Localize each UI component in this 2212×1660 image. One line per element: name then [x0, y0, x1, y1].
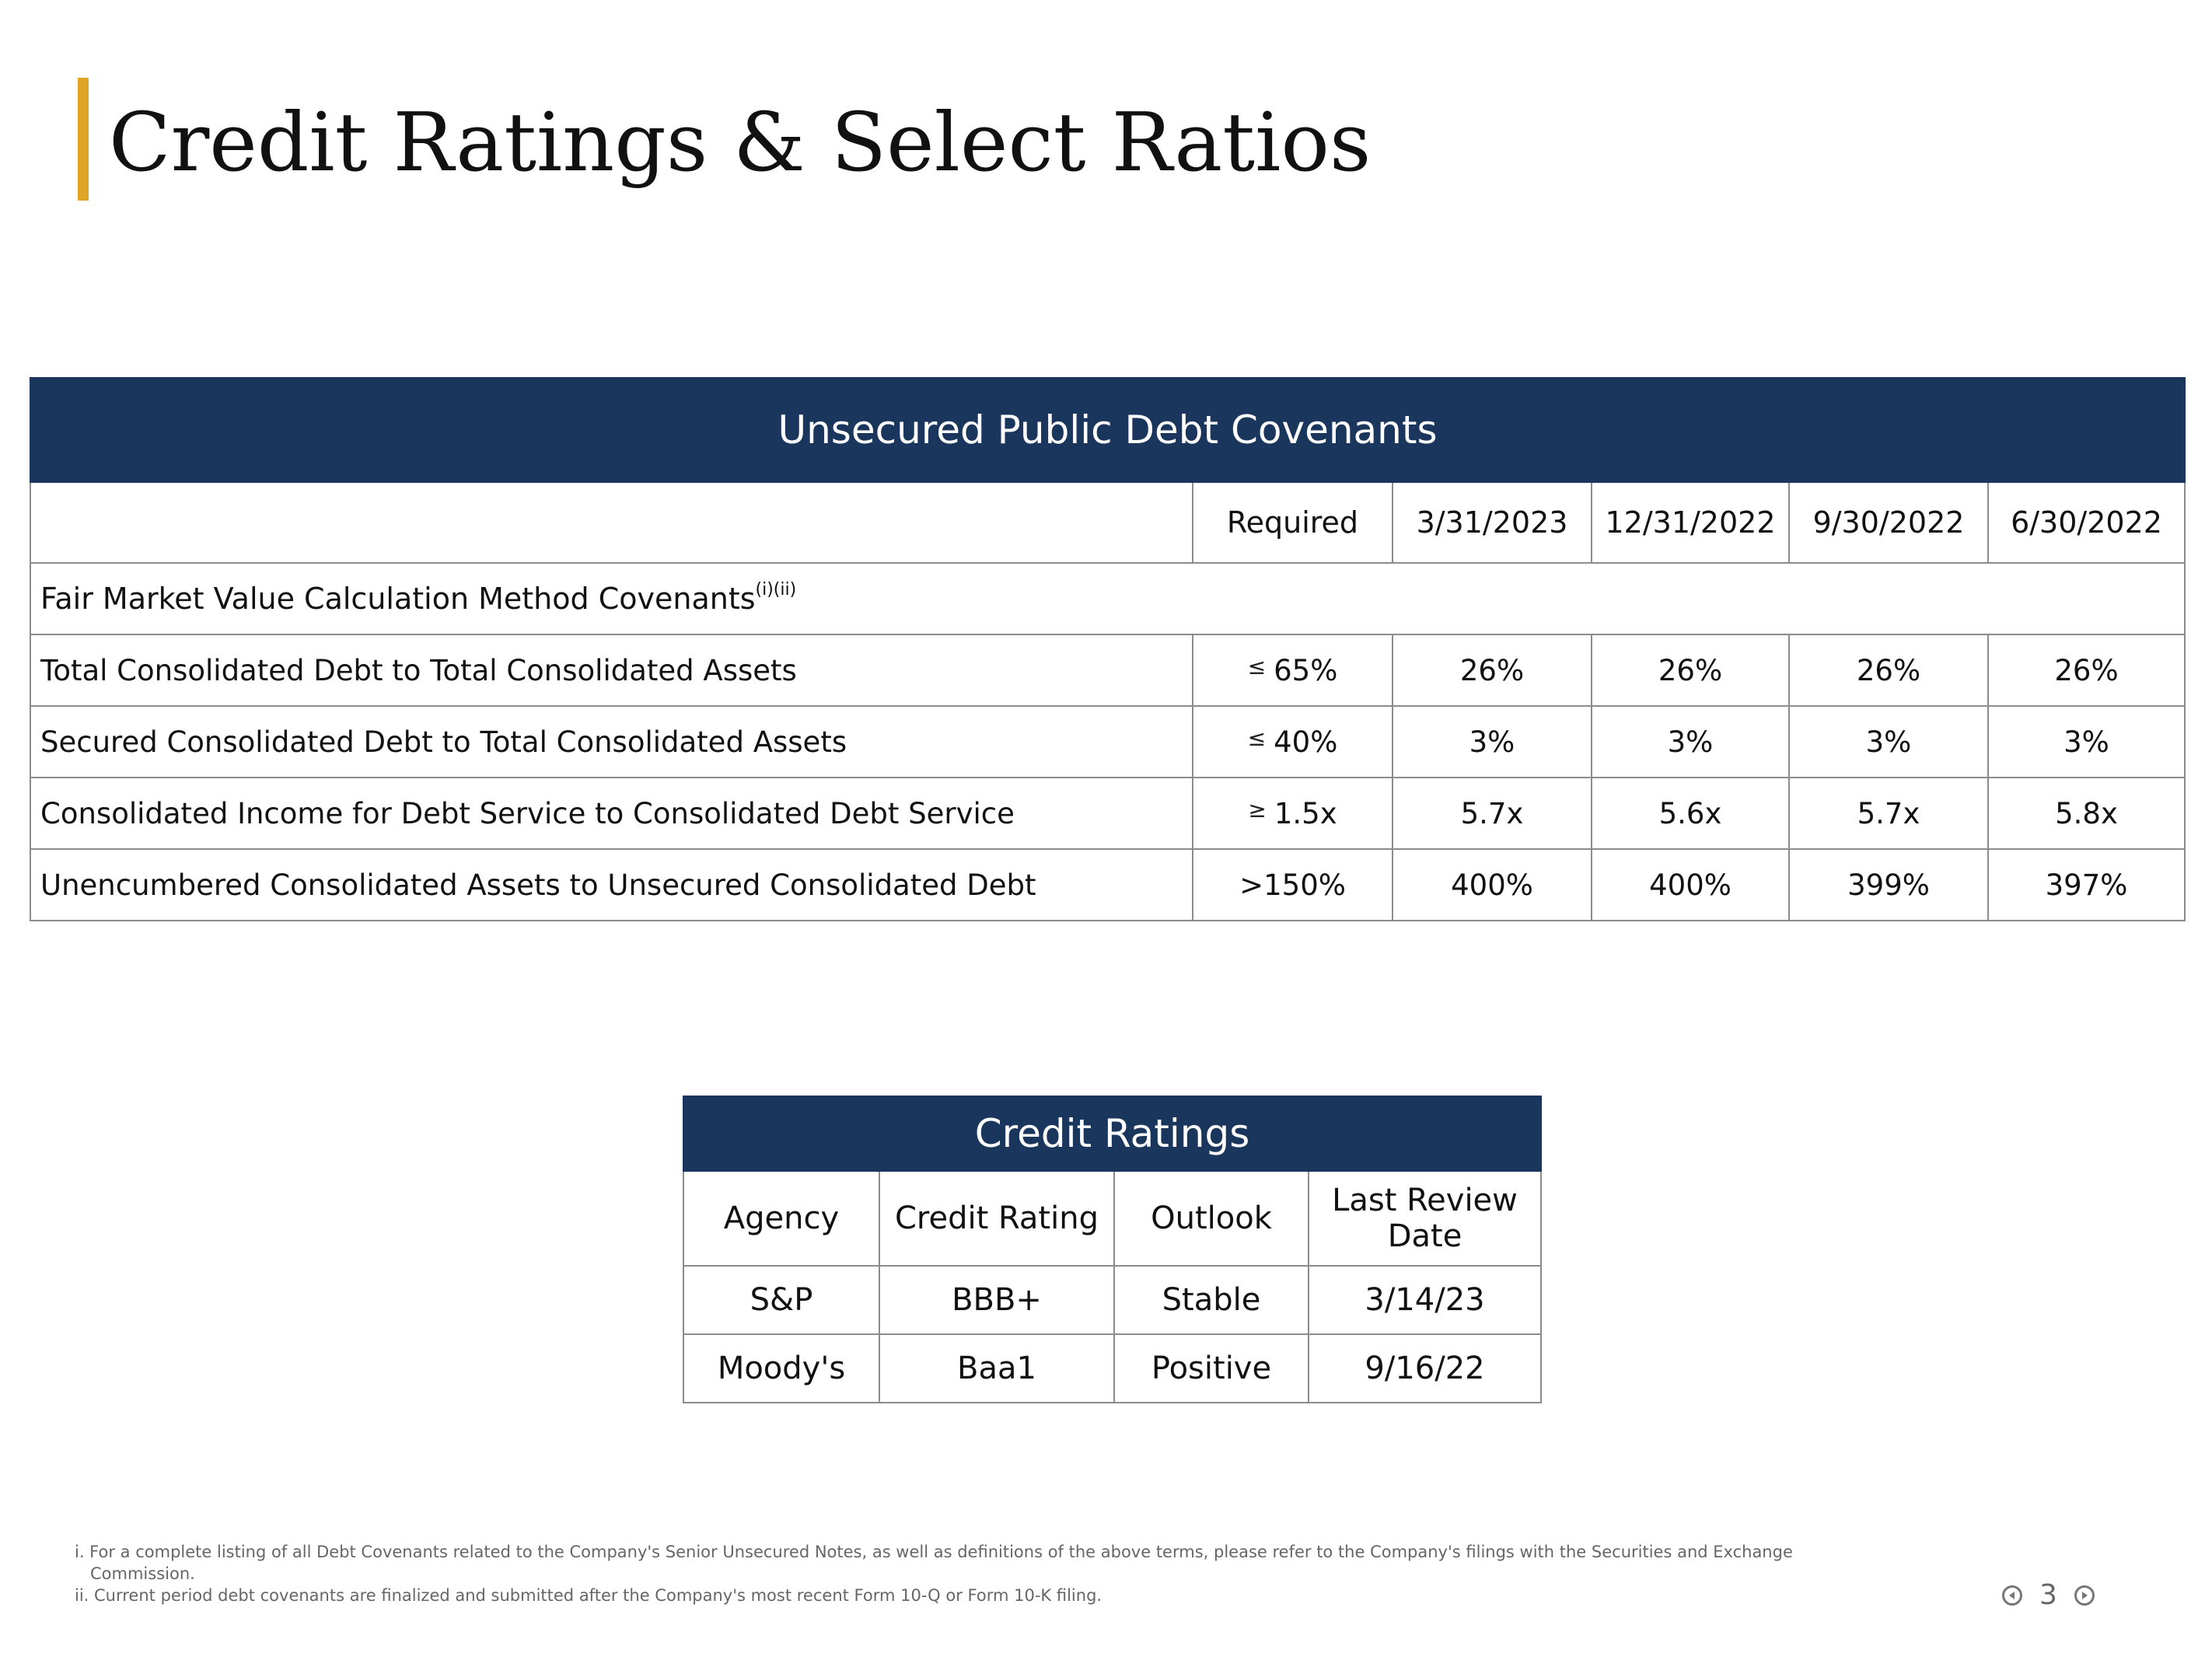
page-title: Credit Ratings & Select Ratios [109, 95, 1372, 190]
column-header: 9/30/2022 [1788, 481, 1989, 564]
page-navigation: 3 [2002, 1580, 2095, 1611]
rating-cell: BBB+ [879, 1265, 1115, 1335]
credit-ratings-banner: Credit Ratings [682, 1096, 1543, 1172]
credit-ratings-table: Credit Ratings Agency Credit Rating Outl… [682, 1096, 1543, 1403]
required-value: 65% [1274, 653, 1338, 687]
value-cell: 3% [1392, 705, 1592, 778]
value-cell: 26% [1788, 634, 1989, 707]
header-empty-cell [30, 481, 1193, 564]
section-footnote-ref: (i)(ii) [755, 580, 797, 599]
previous-page-icon[interactable] [2002, 1585, 2022, 1606]
debt-covenants-table: Unsecured Public Debt Covenants Required… [30, 377, 2186, 921]
value-cell: 400% [1392, 848, 1592, 921]
footnote-1: i. For a complete listing of all Debt Co… [75, 1543, 1793, 1561]
column-header: 3/31/2023 [1392, 481, 1592, 564]
row-label: Consolidated Income for Debt Service to … [30, 777, 1193, 850]
value-cell: 5.6x [1591, 777, 1790, 850]
required-cell: >150% [1192, 848, 1393, 921]
required-value: 40% [1274, 725, 1338, 759]
value-cell: 3% [1591, 705, 1790, 778]
required-cell: ≤65% [1192, 634, 1393, 707]
title-accent-bar [78, 78, 89, 201]
column-header: Outlook [1113, 1170, 1309, 1267]
footnotes: i. For a complete listing of all Debt Co… [75, 1541, 1941, 1606]
value-cell: 5.7x [1788, 777, 1989, 850]
rating-cell: Baa1 [879, 1333, 1115, 1403]
footnote-1-continued: Commission. [90, 1564, 195, 1583]
table-row: Moody's Baa1 Positive 9/16/22 [683, 1333, 1543, 1403]
footnote-2: ii. Current period debt covenants are fi… [75, 1586, 1103, 1605]
less-equal-symbol: ≤ [1247, 725, 1267, 751]
less-equal-symbol: ≤ [1247, 653, 1267, 680]
required-cell: ≤40% [1192, 705, 1393, 778]
required-value: 1.5x [1274, 796, 1337, 830]
page-number: 3 [2039, 1579, 2057, 1611]
value-cell: 400% [1591, 848, 1790, 921]
table-row: Consolidated Income for Debt Service to … [30, 777, 2186, 850]
row-label: Secured Consolidated Debt to Total Conso… [30, 705, 1193, 778]
table-row: S&P BBB+ Stable 3/14/23 [683, 1265, 1543, 1335]
column-header: Credit Rating [879, 1170, 1115, 1267]
greater-equal-symbol: ≥ [1248, 796, 1267, 823]
value-cell: 5.7x [1392, 777, 1592, 850]
review-date-cell: 9/16/22 [1307, 1333, 1543, 1403]
review-date-cell: 3/14/23 [1307, 1265, 1543, 1335]
section-label-cell: Fair Market Value Calculation Method Cov… [30, 562, 2186, 635]
value-cell: 3% [1987, 705, 2186, 778]
required-cell: ≥1.5x [1192, 777, 1393, 850]
ratings-header-row: Agency Credit Rating Outlook Last Review… [683, 1170, 1543, 1267]
outlook-cell: Positive [1113, 1333, 1309, 1403]
required-value: >150% [1239, 868, 1346, 902]
outlook-cell: Stable [1113, 1265, 1309, 1335]
column-header: 12/31/2022 [1591, 481, 1790, 564]
value-cell: 26% [1392, 634, 1592, 707]
table-row: Unencumbered Consolidated Assets to Unse… [30, 848, 2186, 921]
agency-cell: Moody's [683, 1333, 880, 1403]
covenants-banner: Unsecured Public Debt Covenants [30, 377, 2186, 483]
covenants-header-row: Required 3/31/2023 12/31/2022 9/30/2022 … [30, 481, 2186, 564]
section-row: Fair Market Value Calculation Method Cov… [30, 562, 2186, 635]
row-label: Total Consolidated Debt to Total Consoli… [30, 634, 1193, 707]
next-page-icon[interactable] [2074, 1585, 2095, 1606]
table-row: Total Consolidated Debt to Total Consoli… [30, 634, 2186, 707]
row-label: Unencumbered Consolidated Assets to Unse… [30, 848, 1193, 921]
agency-cell: S&P [683, 1265, 880, 1335]
column-header: Last Review Date [1307, 1170, 1543, 1267]
section-label: Fair Market Value Calculation Method Cov… [40, 582, 756, 616]
column-header: Agency [683, 1170, 880, 1267]
table-row: Secured Consolidated Debt to Total Conso… [30, 705, 2186, 778]
value-cell: 397% [1987, 848, 2186, 921]
value-cell: 26% [1987, 634, 2186, 707]
value-cell: 26% [1591, 634, 1790, 707]
column-header: 6/30/2022 [1987, 481, 2186, 564]
value-cell: 399% [1788, 848, 1989, 921]
value-cell: 3% [1788, 705, 1989, 778]
value-cell: 5.8x [1987, 777, 2186, 850]
column-header: Required [1192, 481, 1393, 564]
